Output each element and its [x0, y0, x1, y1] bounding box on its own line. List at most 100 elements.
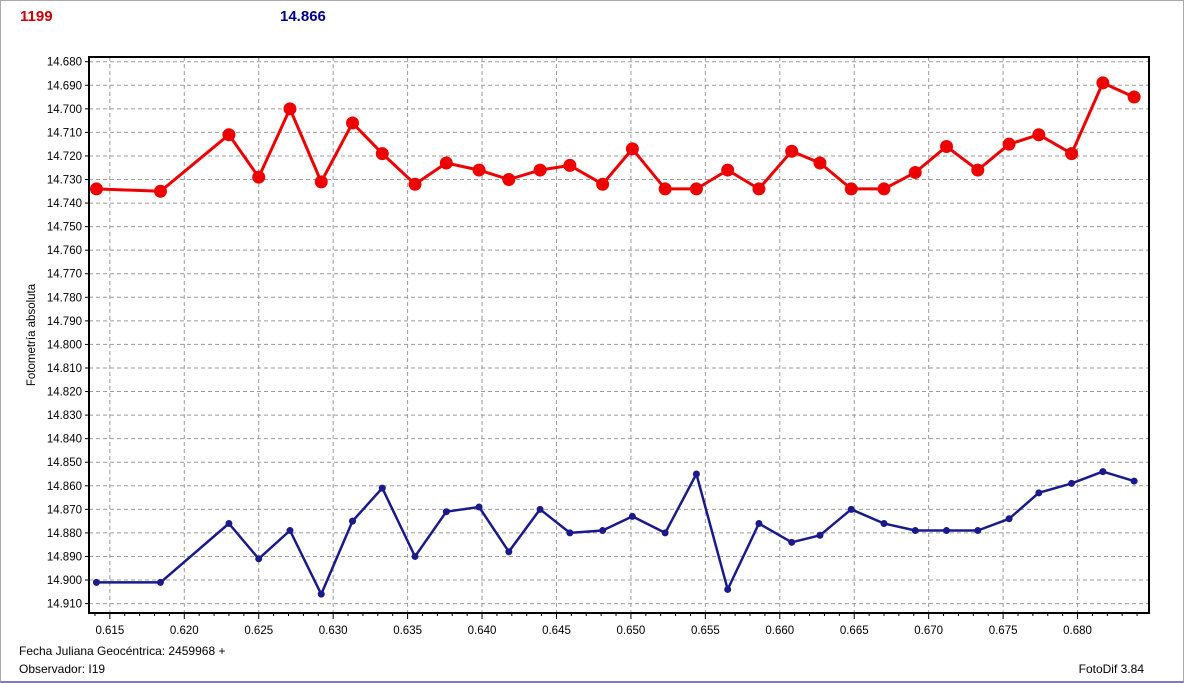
blue-series-point [911, 527, 919, 535]
red-series-point [785, 144, 799, 158]
y-tick-label: 14.890 [47, 551, 82, 563]
red-series-point [283, 102, 297, 116]
red-series-point [563, 158, 577, 172]
red-series-point [1127, 90, 1141, 104]
y-tick-label: 14.840 [47, 434, 82, 446]
y-tick-label: 14.820 [47, 387, 82, 399]
x-tick-label: 0.640 [468, 625, 497, 637]
blue-series-point [156, 578, 164, 586]
red-series-point [252, 170, 266, 184]
x-tick-label: 0.675 [989, 625, 1018, 637]
blue-series-point [816, 531, 824, 539]
y-tick-label: 14.700 [47, 104, 82, 116]
red-series-point [658, 182, 672, 196]
x-tick-label: 0.680 [1063, 625, 1092, 637]
observer-label: Observador: I19 [19, 662, 106, 676]
y-tick-label: 14.780 [47, 292, 82, 304]
blue-series-point [475, 503, 483, 511]
red-series-point [1065, 147, 1079, 161]
blue-series-point [943, 527, 951, 535]
blue-series-point [505, 548, 513, 556]
red-series-point [721, 163, 735, 177]
red-series-point [971, 163, 985, 177]
y-tick-label: 14.850 [47, 457, 82, 469]
red-series-point [222, 128, 236, 142]
y-tick-label: 14.800 [47, 339, 82, 351]
blue-series-point [1099, 468, 1107, 476]
red-series-point [625, 142, 639, 156]
red-series-point [596, 177, 610, 191]
red-series-point [940, 140, 954, 154]
object-number-label: 1199 [20, 8, 53, 25]
blue-series-point [566, 529, 574, 537]
blue-series-point [225, 519, 233, 527]
blue-series-point [317, 590, 325, 598]
x-tick-label: 0.655 [691, 625, 720, 637]
y-tick-label: 14.750 [47, 222, 82, 234]
x-tick-label: 0.615 [95, 625, 124, 637]
blue-series-point [661, 529, 669, 537]
blue-series-point [442, 508, 450, 516]
red-series-point [472, 163, 486, 177]
y-tick-label: 14.740 [47, 198, 82, 210]
red-series-point [502, 173, 516, 187]
y-tick-label: 14.790 [47, 316, 82, 328]
red-series-point [877, 182, 891, 196]
red-series-point [844, 182, 858, 196]
blue-series-point [411, 552, 419, 560]
y-tick-label: 14.830 [47, 410, 82, 422]
y-tick-label: 14.910 [47, 599, 82, 611]
app-version-label: FotoDif 3.84 [1078, 662, 1144, 676]
y-tick-label: 14.810 [47, 363, 82, 375]
red-series-point [439, 156, 453, 170]
y-tick-label: 14.720 [47, 151, 82, 163]
y-tick-label: 14.760 [47, 245, 82, 257]
blue-series-point [1035, 489, 1043, 497]
blue-series-point [286, 527, 294, 535]
blue-series-point [599, 527, 607, 535]
blue-series-point [1130, 477, 1138, 485]
blue-series-point [349, 517, 357, 525]
x-tick-label: 0.645 [542, 625, 571, 637]
x-tick-label: 0.670 [914, 625, 943, 637]
blue-series-point [628, 512, 636, 520]
y-tick-label: 14.770 [47, 269, 82, 281]
red-series-point [408, 177, 422, 191]
blue-series-point [1005, 515, 1013, 523]
blue-series-point [536, 505, 544, 513]
x-tick-label: 0.665 [840, 625, 869, 637]
x-tick-label: 0.620 [170, 625, 199, 637]
blue-series-point [755, 519, 763, 527]
y-tick-label: 14.680 [47, 57, 82, 69]
blue-series-point [1068, 479, 1076, 487]
x-tick-label: 0.625 [244, 625, 273, 637]
mean-magnitude-label: 14.866 [280, 8, 326, 25]
red-series-point [89, 182, 103, 196]
y-tick-label: 14.860 [47, 481, 82, 493]
y-tick-label: 14.690 [47, 80, 82, 92]
red-series-point [908, 165, 922, 179]
red-series-point [752, 182, 766, 196]
red-series-point [1096, 76, 1110, 90]
y-tick-label: 14.870 [47, 504, 82, 516]
blue-series-point [92, 578, 100, 586]
x-tick-label: 0.650 [617, 625, 646, 637]
y-axis-title: Fotometría absoluta [26, 283, 38, 386]
red-series-point [314, 175, 328, 189]
y-tick-label: 14.710 [47, 127, 82, 139]
red-series-point [533, 163, 547, 177]
red-series-point [689, 182, 703, 196]
blue-series-line [95, 470, 1136, 596]
blue-series-point [378, 484, 386, 492]
y-tick-label: 14.900 [47, 575, 82, 587]
blue-series-point [788, 538, 796, 546]
red-series-point [153, 184, 167, 198]
x-tick-label: 0.635 [393, 625, 422, 637]
red-series-point [346, 116, 360, 130]
blue-series-point [692, 470, 700, 478]
julian-date-label: Fecha Juliana Geocéntrica: 2459968 + [19, 644, 226, 658]
red-series-point [1032, 128, 1046, 142]
red-series-point [813, 156, 827, 170]
